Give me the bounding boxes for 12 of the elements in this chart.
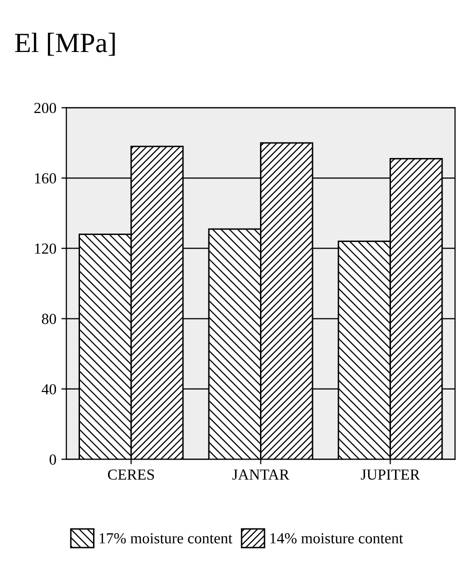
legend-label: 14% moisture content <box>270 533 404 544</box>
y-tick-label: 0 <box>50 454 56 465</box>
y-tick-label: 160 <box>35 173 56 184</box>
x-tick-label: CERES <box>108 469 154 480</box>
y-tick-label: 40 <box>42 384 56 394</box>
legend-label: 17% moisture content <box>100 533 232 544</box>
y-tick-label: 80 <box>42 314 56 324</box>
y-tick-label: 120 <box>35 243 56 254</box>
x-tick-label: JUPITER <box>360 470 420 480</box>
y-tick-label: 200 <box>34 102 56 114</box>
x-tick-label: JANTAR <box>232 470 290 480</box>
y-axis-title: El [MPa] <box>15 32 115 56</box>
